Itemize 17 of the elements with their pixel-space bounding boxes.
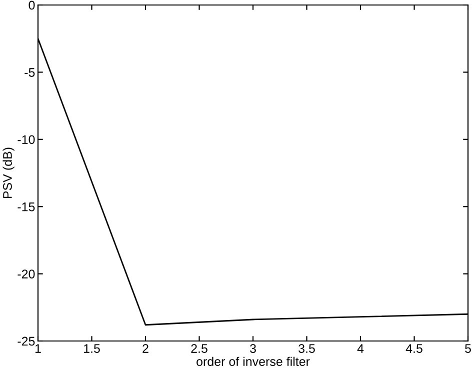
x-tick-label: 1.5 xyxy=(84,344,100,353)
x-tick-label: 5 xyxy=(465,344,471,353)
x-tick-label: 2 xyxy=(142,344,148,353)
y-tick-label: -5 xyxy=(24,68,35,77)
y-tick-label: -20 xyxy=(18,270,35,278)
y-tick-label: 0 xyxy=(28,0,35,10)
x-tick-label: 3 xyxy=(250,344,256,353)
x-axis-title: order of inverse filter xyxy=(196,356,310,366)
y-axis-title: PSV (dB) xyxy=(2,148,14,198)
y-tick-label: -10 xyxy=(18,135,35,144)
y-tick-label: -15 xyxy=(18,202,35,212)
x-tick-label: 4 xyxy=(357,344,364,353)
x-tick-label: 3.5 xyxy=(298,344,315,353)
x-tick-label: 1 xyxy=(35,344,41,353)
x-tick-label: 2.5 xyxy=(191,344,208,353)
y-tick-label: -25 xyxy=(18,336,35,346)
x-tick-label: 4.5 xyxy=(406,344,422,353)
